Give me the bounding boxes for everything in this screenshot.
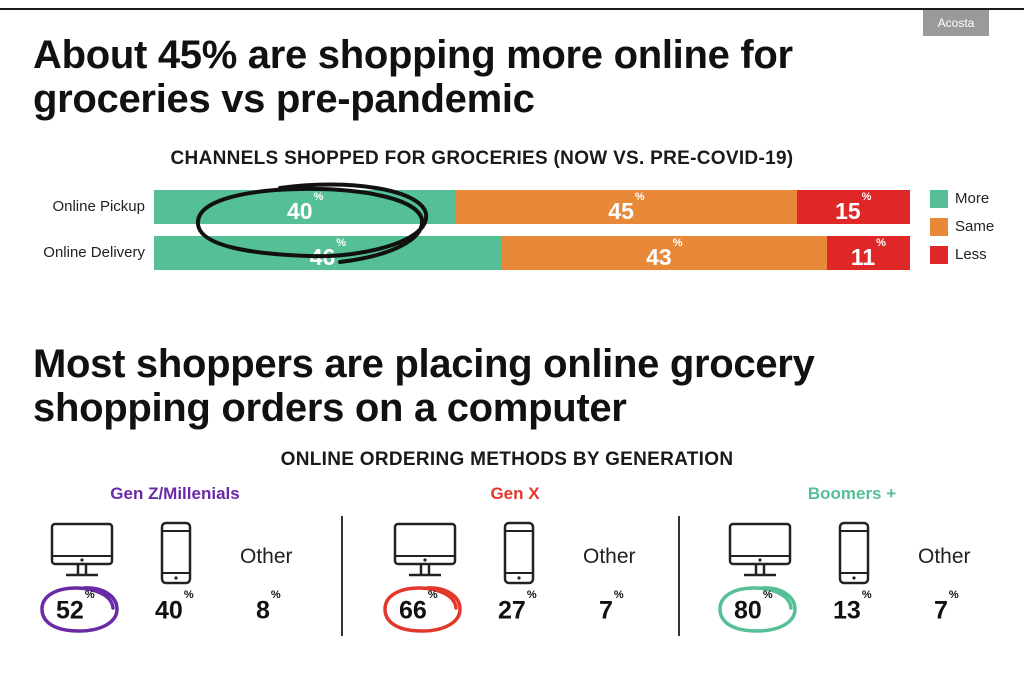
highlight-loop (716, 584, 798, 639)
generation-title: Boomers + (807, 484, 897, 503)
percent-value: 8 (256, 596, 270, 625)
percent-sign: % (861, 589, 872, 601)
bar-value-label: 43% (646, 237, 683, 270)
bar-segment-more: 46% (154, 236, 502, 270)
legend-swatch (930, 246, 948, 264)
other-label: Other (583, 545, 636, 568)
headline-computer-orders: Most shoppers are placing online grocery… (33, 342, 815, 430)
legend-swatch (930, 190, 948, 208)
highlight-loop (381, 584, 463, 639)
headline-online-shopping: About 45% are shopping more online for g… (33, 33, 793, 121)
computer-percent: 66% (399, 589, 438, 625)
bar-value-label: 11% (850, 237, 886, 270)
phone-percent: 13% (833, 589, 872, 625)
percent-value: 27 (498, 596, 526, 625)
percent-value: 80 (734, 596, 762, 625)
computer-percent: 52% (56, 589, 95, 625)
chart-title-channels: CHANNELS SHOPPED FOR GROCERIES (NOW VS. … (170, 148, 794, 169)
source-badge: Acosta (923, 10, 989, 36)
generation-title: Gen X (490, 484, 540, 503)
percent-sign: % (183, 589, 194, 601)
percent-sign: % (613, 589, 624, 601)
legend-label: Less (955, 246, 987, 263)
bar-segment-less: 15% (796, 190, 910, 224)
other-label: Other (918, 545, 971, 568)
percent-value: 40 (155, 596, 183, 625)
smartphone-icon (838, 521, 870, 590)
bar-value-label: 15% (835, 191, 872, 224)
percent-value: 7 (599, 596, 613, 625)
smartphone-icon (160, 521, 192, 590)
hand-drawn-loop (196, 182, 429, 264)
bar-segment-same: 45% (456, 190, 797, 224)
percent-sign: % (427, 589, 438, 601)
percent-sign: % (313, 191, 324, 203)
bar-segment-same: 43% (501, 236, 827, 270)
row-label: Online Pickup (52, 198, 145, 215)
bar-value-label: 40% (287, 191, 324, 224)
chart-title-generation: ONLINE ORDERING METHODS BY GENERATION (280, 449, 734, 470)
percent-sign: % (270, 589, 281, 601)
generation-title: Gen Z/Millenials (110, 484, 240, 503)
desktop-computer-icon (393, 522, 457, 589)
percent-sign: % (948, 589, 959, 601)
top-rule (0, 8, 1024, 10)
other-percent: 7% (599, 589, 624, 625)
bar-row: 46% 43% 11% (154, 236, 910, 270)
percent-sign: % (526, 589, 537, 601)
bar-value-label: 45% (608, 191, 645, 224)
other-label: Other (240, 545, 293, 568)
percent-sign: % (672, 237, 683, 249)
phone-percent: 40% (155, 589, 194, 625)
highlight-loop (38, 584, 120, 639)
legend-swatch (930, 218, 948, 236)
other-percent: 7% (934, 589, 959, 625)
computer-percent: 80% (734, 589, 773, 625)
phone-percent: 27% (498, 589, 537, 625)
smartphone-icon (503, 521, 535, 590)
percent-sign: % (634, 191, 645, 203)
bar-segment-less: 11% (826, 236, 910, 270)
row-label: Online Delivery (43, 244, 145, 261)
percent-sign: % (84, 589, 95, 601)
legend-label: More (955, 190, 990, 207)
percent-sign: % (861, 191, 872, 203)
column-divider (678, 516, 680, 636)
percent-value: 52 (56, 596, 84, 625)
percent-value: 13 (833, 596, 861, 625)
percent-sign: % (336, 237, 347, 249)
percent-sign: % (876, 237, 886, 249)
legend-label: Same (955, 218, 995, 235)
percent-value: 7 (934, 596, 948, 625)
other-percent: 8% (256, 589, 281, 625)
percent-value: 66 (399, 596, 427, 625)
percent-sign: % (762, 589, 773, 601)
desktop-computer-icon (50, 522, 114, 589)
column-divider (341, 516, 343, 636)
desktop-computer-icon (728, 522, 792, 589)
